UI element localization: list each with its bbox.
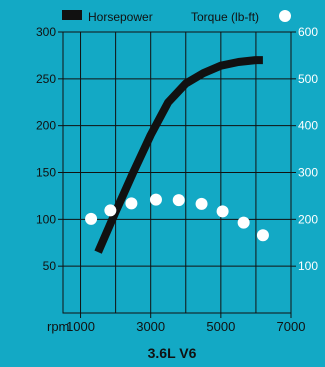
torque-point — [257, 229, 269, 241]
right-axis-tick-label: 500 — [298, 72, 318, 86]
legend-torque-marker — [279, 10, 291, 22]
x-axis-label: rpm — [47, 319, 69, 334]
left-axis-tick-label: 300 — [36, 25, 56, 39]
left-axis-tick-label: 250 — [36, 72, 56, 86]
x-axis-tick-label: 1000 — [66, 319, 95, 334]
legend-torque-label: Torque (lb-ft) — [191, 10, 259, 24]
right-axis-tick-label: 600 — [298, 25, 318, 39]
legend-horsepower-swatch — [62, 10, 82, 20]
x-axis-tick-label: 3000 — [136, 319, 165, 334]
chart-title: 3.6L V6 — [148, 345, 197, 361]
right-axis-tick-label: 300 — [298, 166, 318, 180]
left-axis-tick-label: 200 — [36, 119, 56, 133]
left-axis-tick-label: 50 — [43, 259, 57, 273]
right-axis-tick-label: 400 — [298, 119, 318, 133]
torque-point — [104, 204, 116, 216]
torque-point — [125, 197, 137, 209]
torque-point — [173, 194, 185, 206]
torque-point — [238, 217, 250, 229]
x-axis-tick-label: 7000 — [277, 319, 306, 334]
torque-point — [150, 194, 162, 206]
left-axis-tick-label: 150 — [36, 166, 56, 180]
x-axis-tick-label: 5000 — [206, 319, 235, 334]
legend-horsepower-label: Horsepower — [88, 10, 153, 24]
right-axis-tick-label: 200 — [298, 212, 318, 226]
torque-point — [196, 198, 208, 210]
torque-point — [85, 213, 97, 225]
left-axis-tick-label: 100 — [36, 212, 56, 226]
torque-point — [217, 205, 229, 217]
right-axis-tick-label: 100 — [298, 259, 318, 273]
